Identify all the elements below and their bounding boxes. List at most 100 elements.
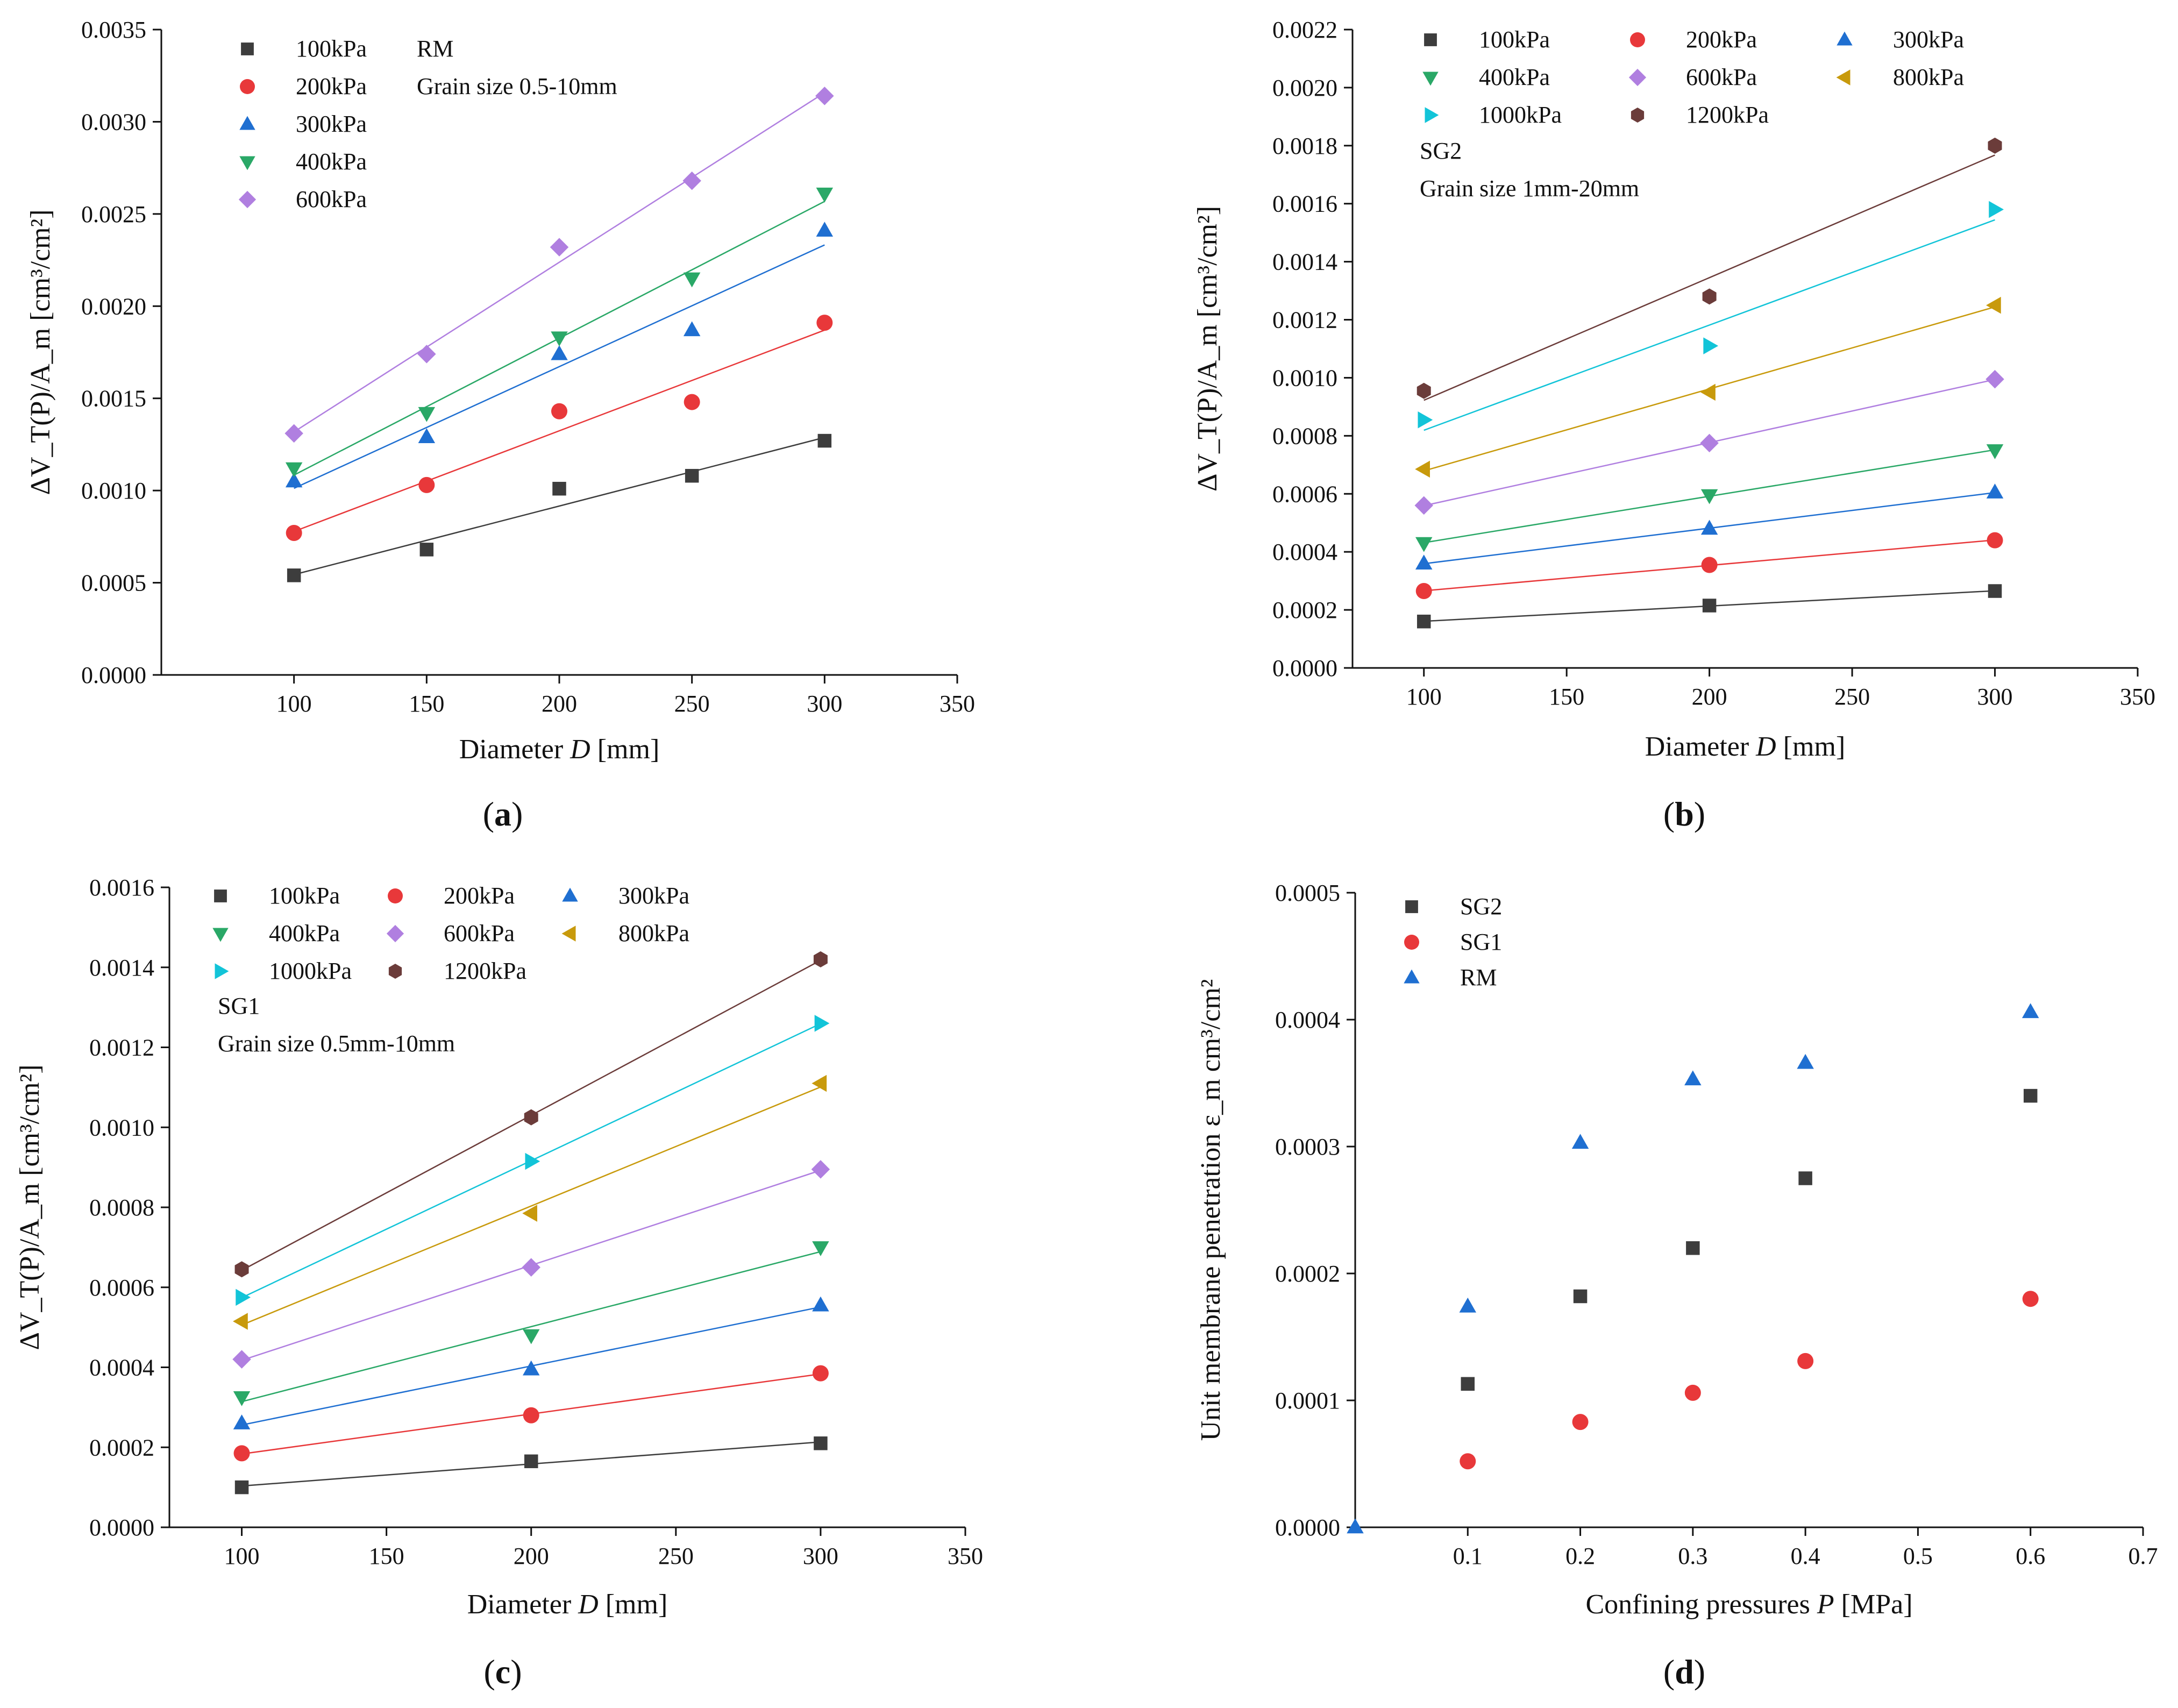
data-point: [522, 1258, 540, 1277]
x-tick-label: 350: [939, 691, 975, 717]
legend-label: 1000kPa: [1479, 102, 1562, 128]
y-tick-label: 0.0004: [89, 1355, 154, 1381]
series-800kPa: [233, 1074, 827, 1330]
x-axis-title: Confining pressures P [MPa]: [1585, 1589, 1912, 1620]
series-SG1: [1460, 1291, 2039, 1470]
series-100kPa: [287, 433, 832, 582]
legend-marker: [215, 963, 229, 979]
chart-b: 0.0000 0.0002 0.0004 0.0006 0.0008 0.0010 0.00…: [1192, 17, 2155, 833]
y-tick-label: 0.0004: [1275, 1007, 1340, 1033]
series-100kPa: [1417, 584, 2002, 629]
fit-line: [294, 437, 825, 575]
legend: 100kPa 200kPa 300kPa 400kPa 600kPa 800kPa 1000…: [1422, 26, 1964, 128]
series-100kPa: [234, 1436, 828, 1494]
data-point: [1415, 554, 1433, 570]
legend-marker: [1424, 33, 1437, 46]
y-tick-label: 0.0000: [89, 1514, 154, 1541]
chart-c: 0.0000 0.0002 0.0004 0.0006 0.0008 0.0010 0.00…: [15, 874, 983, 1691]
legend-marker: [1404, 969, 1420, 984]
y-tick-label: 0.0022: [1272, 17, 1337, 43]
series-800kPa: [1415, 296, 2001, 478]
data-point: [551, 331, 568, 347]
legend-label: 200kPa: [296, 73, 367, 99]
data-point: [812, 1074, 827, 1092]
annotation: Grain size 1mm-20mm: [1420, 175, 1639, 202]
legend-marker: [1425, 107, 1439, 123]
y-tick-label: 0.0016: [1272, 191, 1337, 217]
data-point: [1701, 557, 1718, 573]
legend-marker: [1404, 935, 1419, 950]
data-point: [524, 1454, 538, 1469]
legend-label: 600kPa: [296, 186, 367, 212]
legend-label: 1200kPa: [1686, 102, 1769, 128]
data-point: [551, 403, 567, 419]
data-point: [1700, 383, 1716, 401]
series-1200kPa: [234, 951, 828, 1278]
data-point: [1572, 1414, 1589, 1431]
y-axis-title: ΔV_T(P)/A_m [cm³/cm²]: [25, 209, 56, 495]
y-tick-label: 0.0002: [1272, 597, 1337, 623]
fit-line: [294, 244, 825, 489]
x-tick-label: 0.7: [2129, 1543, 2158, 1569]
data-point: [814, 1436, 828, 1450]
x-tick-label: 100: [1406, 684, 1442, 710]
panel-label: (a): [483, 795, 523, 833]
data-point: [813, 951, 828, 967]
y-axis-title: Unit membrane penetration ε_m cm³/cm²: [1195, 979, 1226, 1441]
y-tick-label: 0.0008: [1272, 423, 1337, 449]
data-point: [1417, 614, 1431, 629]
data-point: [419, 543, 434, 557]
data-point: [286, 525, 302, 541]
data-point: [685, 468, 699, 483]
data-point: [682, 171, 701, 190]
legend-marker: [1422, 72, 1439, 86]
series-400kPa: [285, 187, 834, 478]
x-tick-label: 300: [1977, 684, 2013, 710]
x-tick-label: 100: [276, 691, 312, 717]
data-point: [1686, 1241, 1700, 1255]
y-axis-title: ΔV_T(P)/A_m [cm³/cm²]: [15, 1064, 45, 1350]
legend-label: 100kPa: [269, 883, 340, 909]
legend-marker: [386, 924, 404, 943]
y-tick-label: 0.0018: [1272, 133, 1337, 159]
legend: 100kPa 200kPa 300kPa 400kPa 600kPa: [238, 35, 367, 212]
y-tick-label: 0.0030: [81, 109, 146, 135]
series-SG2: [1461, 1088, 2038, 1391]
fit-line: [1423, 154, 1996, 401]
data-point: [418, 476, 435, 493]
legend-marker: [239, 116, 255, 130]
data-point: [417, 345, 436, 364]
legend-marker: [388, 964, 402, 979]
data-point: [418, 407, 436, 422]
annotation: SG2: [1420, 138, 1462, 164]
y-tick-label: 0.0006: [89, 1275, 154, 1301]
data-point: [811, 1160, 830, 1179]
y-tick-label: 0.0004: [1272, 539, 1337, 565]
legend-label: 1200kPa: [444, 958, 526, 984]
legend-marker: [214, 889, 227, 902]
legend-label: 400kPa: [296, 148, 367, 175]
y-tick-label: 0.0016: [89, 874, 154, 901]
series-1000kPa: [1418, 201, 2004, 431]
series-400kPa: [1415, 444, 2004, 552]
y-tick-label: 0.0001: [1275, 1387, 1340, 1414]
legend-label: 100kPa: [296, 35, 367, 62]
y-tick-label: 0.0008: [89, 1194, 154, 1221]
legend-label: 800kPa: [618, 920, 689, 946]
data-point: [1700, 519, 1718, 535]
legend-label: 100kPa: [1479, 26, 1550, 53]
data-point: [1415, 537, 1433, 552]
data-point: [812, 1241, 829, 1256]
x-tick-label: 200: [1692, 684, 1727, 710]
y-tick-label: 0.0002: [89, 1434, 154, 1461]
data-point: [1461, 1377, 1475, 1391]
legend-label: 1000kPa: [269, 958, 352, 984]
data-point: [1988, 584, 2002, 598]
annotation: RM: [417, 35, 453, 62]
x-axis-title: Diameter D [mm]: [459, 734, 660, 765]
series-300kPa: [285, 222, 834, 489]
x-tick-label: 250: [1834, 684, 1870, 710]
y-tick-label: 0.0010: [81, 478, 146, 504]
data-point: [236, 1289, 251, 1306]
data-point: [1415, 583, 1432, 600]
